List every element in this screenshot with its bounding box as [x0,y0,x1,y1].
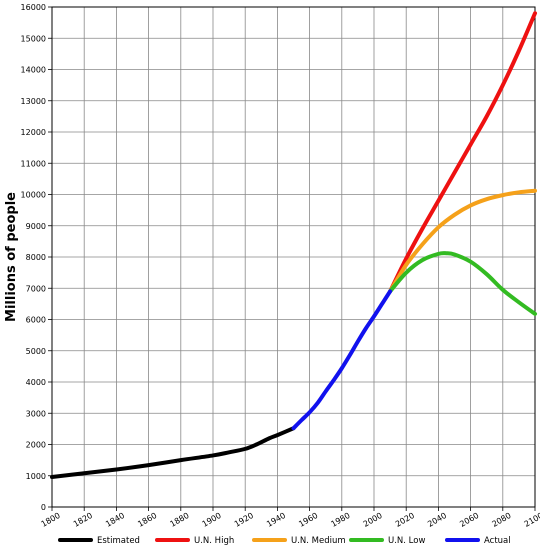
y-tick-label: 0 [41,503,46,512]
legend-label-estimated: Estimated [97,536,140,546]
plot-frame [51,6,536,508]
y-tick-label: 3000 [26,409,46,418]
y-tick-label: 15000 [21,34,46,43]
series-line-u-n-high [388,11,537,294]
legend-label-actual: Actual [484,536,511,546]
axes [48,6,536,511]
grid [51,6,536,508]
y-tick-label: 7000 [26,284,46,293]
series-line-u-n-low [388,251,537,316]
legend: Estimated U.N. High U.N. Medium U.N. Low Act… [58,536,511,546]
y-tick-label: 13000 [21,97,46,106]
y-tick-label: 5000 [26,347,46,356]
y-tick-label: 4000 [26,378,46,387]
legend-label-u-n-medium: U.N. Medium [291,536,346,546]
series-line-estimated [50,426,296,479]
legend-label-u-n-low: U.N. Low [388,536,425,546]
y-tick-label: 10000 [21,191,46,200]
series-line-u-n-medium [388,188,537,294]
y-tick-label: 8000 [26,253,46,262]
y-tick-label: 6000 [26,316,46,325]
series-lines [50,11,537,479]
y-tick-label: 9000 [26,222,46,231]
y-tick-label: 12000 [21,128,46,137]
y-tick-label: 2000 [26,441,46,450]
y-tick-label: 16000 [21,3,46,12]
y-axis-title: Millions of people [4,192,19,322]
y-tick-label: 11000 [21,159,46,168]
y-tick-label: 14000 [21,66,46,75]
legend-label-u-n-high: U.N. High [194,536,234,546]
series-line-actual [291,289,393,431]
y-tick-label: 1000 [26,472,46,481]
